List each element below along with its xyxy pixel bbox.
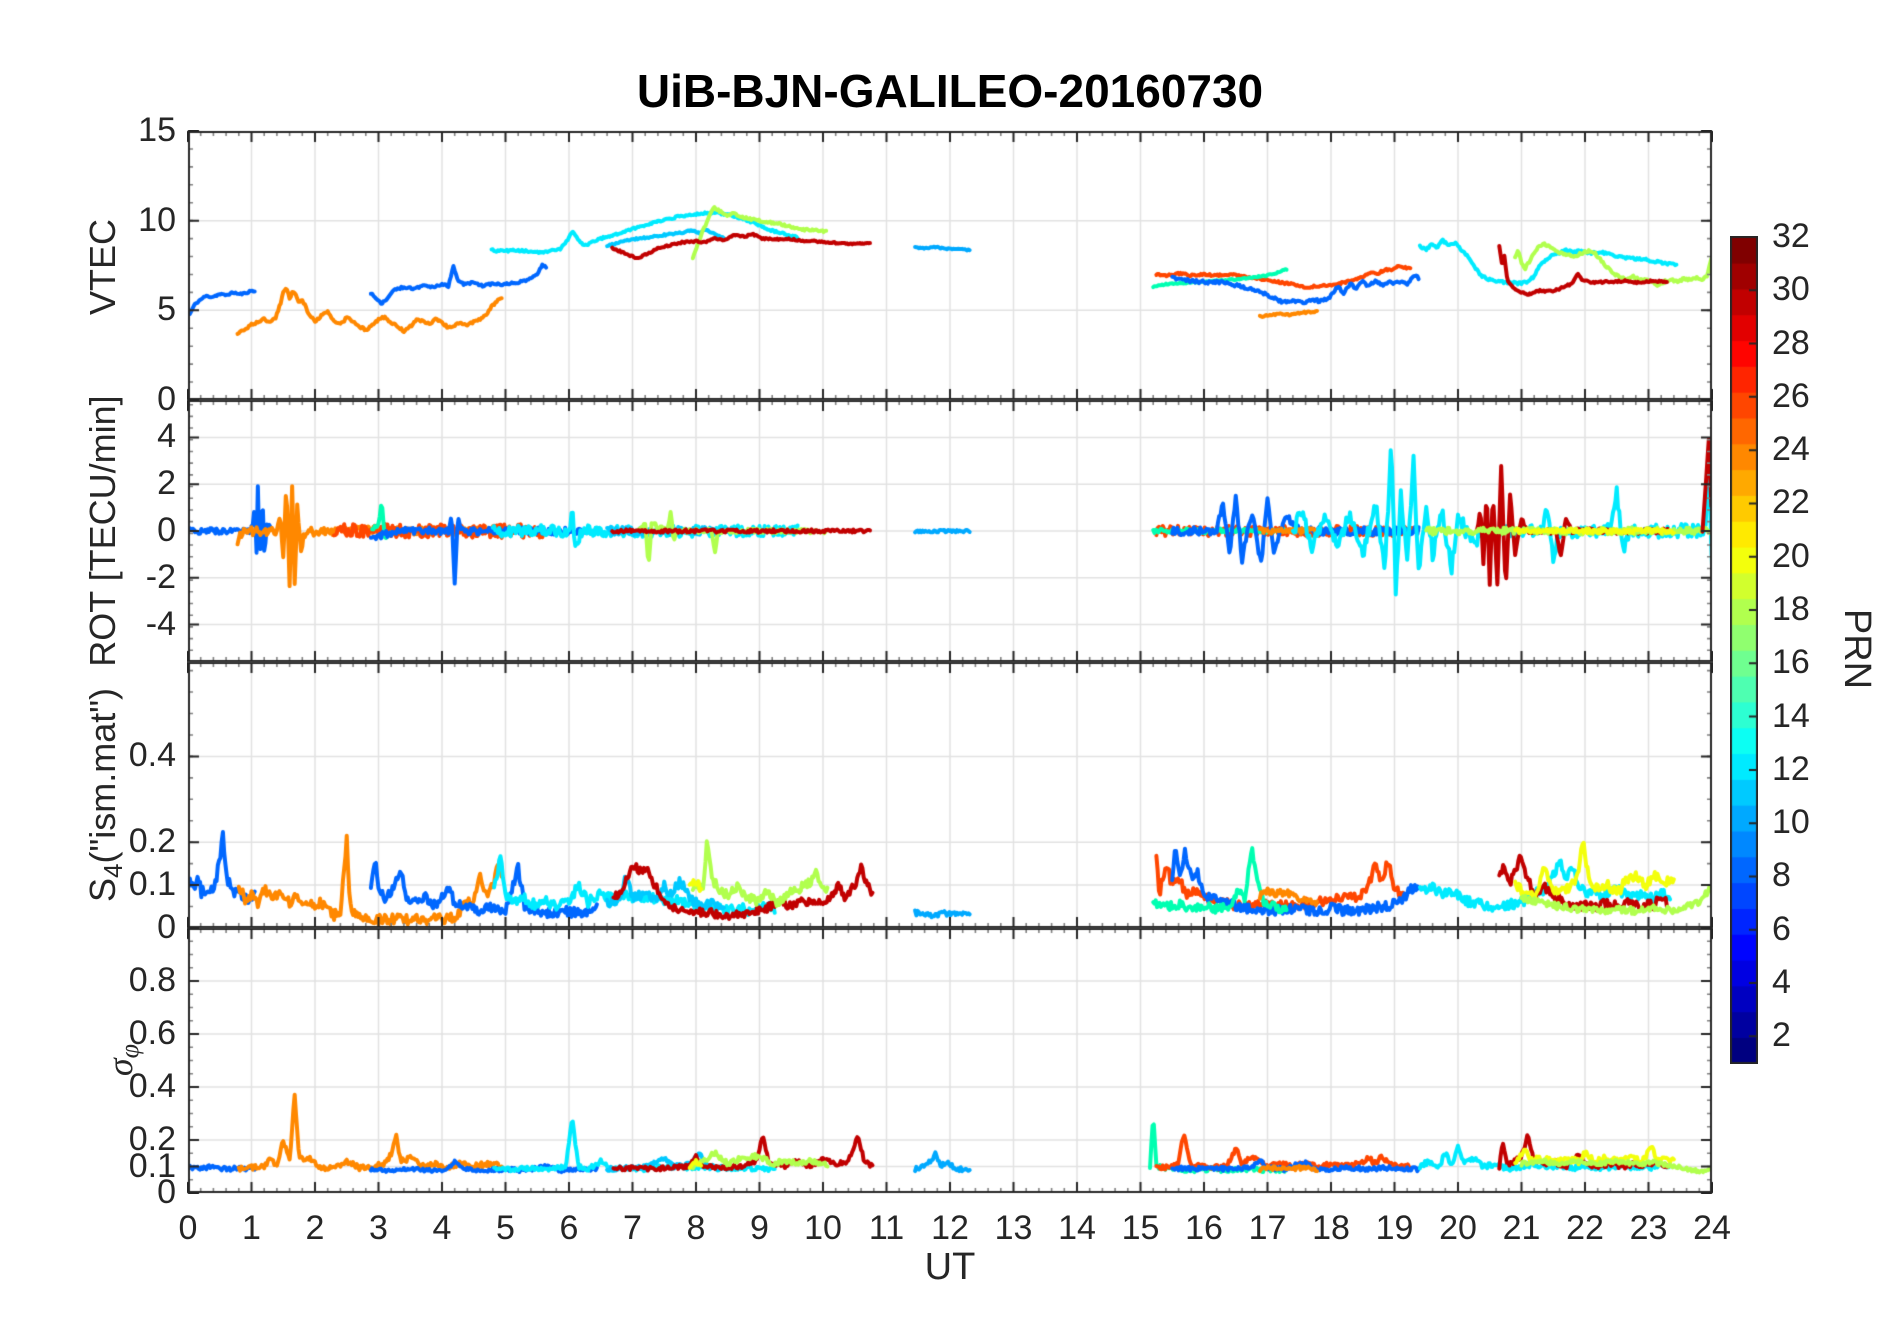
x-tick-label: 6 xyxy=(559,1209,579,1247)
colorbar-tick-label: 2 xyxy=(1772,1016,1791,1055)
x-tick-label: 2 xyxy=(305,1209,325,1247)
colorbar-tick-label: 6 xyxy=(1772,909,1791,948)
x-axis-label: UT xyxy=(924,1246,976,1288)
colorbar-tick-label: 32 xyxy=(1772,217,1810,255)
x-tick-label: 12 xyxy=(931,1209,969,1247)
colorbar xyxy=(1730,236,1758,1064)
colorbar-tick-label: 22 xyxy=(1772,483,1810,522)
x-tick-label: 24 xyxy=(1693,1209,1731,1247)
sigma-panel xyxy=(187,927,1713,1194)
colorbar-tick-label: 8 xyxy=(1772,856,1791,895)
x-tick-label: 13 xyxy=(994,1209,1033,1247)
x-tick-label: 0 xyxy=(178,1209,198,1247)
x-tick-label: 19 xyxy=(1375,1209,1414,1247)
x-tick-label: 17 xyxy=(1248,1209,1287,1247)
x-tick-label: 22 xyxy=(1566,1209,1604,1247)
colorbar-tick-label: 24 xyxy=(1772,430,1810,469)
colorbar-tick-label: 30 xyxy=(1772,270,1810,309)
x-tick-label: 20 xyxy=(1439,1209,1477,1247)
x-tick-label: 10 xyxy=(804,1209,842,1247)
x-tick-label: 9 xyxy=(750,1209,769,1247)
chart-title: UiB-BJN-GALILEO-20160730 xyxy=(636,65,1264,117)
x-tick-label: 18 xyxy=(1312,1209,1350,1247)
vtec-panel xyxy=(187,130,1713,401)
colorbar-tick-label: 12 xyxy=(1772,749,1810,788)
x-tick-label: 3 xyxy=(369,1209,388,1247)
x-tick-label: 8 xyxy=(686,1209,706,1247)
colorbar-label: PRN xyxy=(1836,608,1879,690)
x-tick-label: 15 xyxy=(1121,1209,1160,1247)
rot-panel xyxy=(187,399,1713,663)
x-tick-label: 4 xyxy=(432,1209,452,1247)
colorbar-tick-label: 4 xyxy=(1772,963,1791,1002)
colorbar-tick-label: 10 xyxy=(1772,803,1810,842)
x-tick-label: 11 xyxy=(868,1209,905,1247)
s4-panel xyxy=(187,661,1713,929)
x-tick-label: 16 xyxy=(1185,1209,1223,1247)
x-tick-label: 5 xyxy=(496,1209,515,1247)
colorbar-tick-label: 26 xyxy=(1772,376,1810,415)
x-tick-label: 7 xyxy=(623,1209,642,1247)
x-tick-label: 21 xyxy=(1502,1209,1541,1247)
x-tick-label: 14 xyxy=(1058,1209,1096,1247)
colorbar-tick-label: 28 xyxy=(1772,323,1810,362)
colorbar-tick-label: 20 xyxy=(1772,536,1810,575)
x-tick-label: 23 xyxy=(1629,1209,1668,1247)
x-tick-label: 1 xyxy=(242,1209,261,1247)
